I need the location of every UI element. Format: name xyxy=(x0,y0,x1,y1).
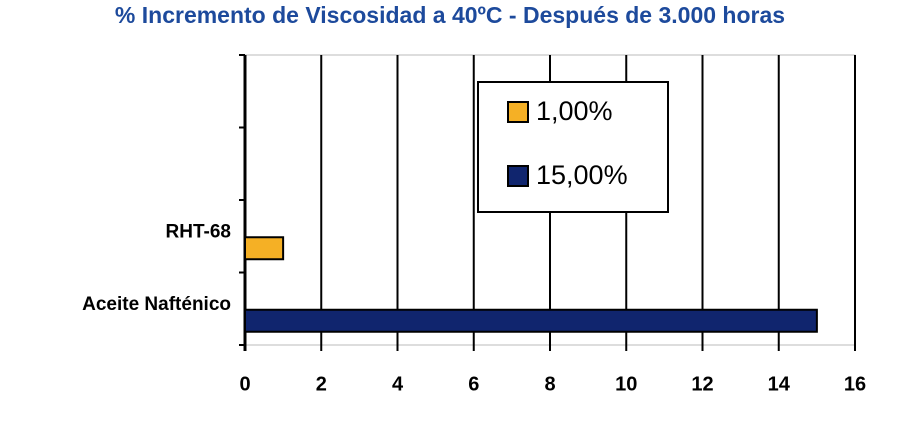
legend-label: 15,00% xyxy=(536,160,628,190)
x-tick-label: 8 xyxy=(544,373,555,395)
x-tick-label: 16 xyxy=(844,373,866,395)
x-tick-label: 2 xyxy=(316,373,327,395)
x-tick-label: 4 xyxy=(392,373,404,395)
bar xyxy=(244,308,818,333)
y-tick-label: Aceite Nafténico xyxy=(82,294,231,315)
x-tick-label: 14 xyxy=(768,373,791,395)
legend-label: 1,00% xyxy=(536,96,613,126)
x-tick-label: 6 xyxy=(468,373,479,395)
chart-title: % Incremento de Viscosidad a 40ºC - Desp… xyxy=(115,2,785,28)
legend-swatch xyxy=(507,101,529,123)
x-tick-label: 0 xyxy=(239,373,250,395)
x-tick-label: 12 xyxy=(691,373,713,395)
x-tick-label: 10 xyxy=(615,373,637,395)
legend-swatch xyxy=(507,165,529,187)
bar xyxy=(244,236,285,261)
y-tick-label: RHT-68 xyxy=(166,221,231,242)
